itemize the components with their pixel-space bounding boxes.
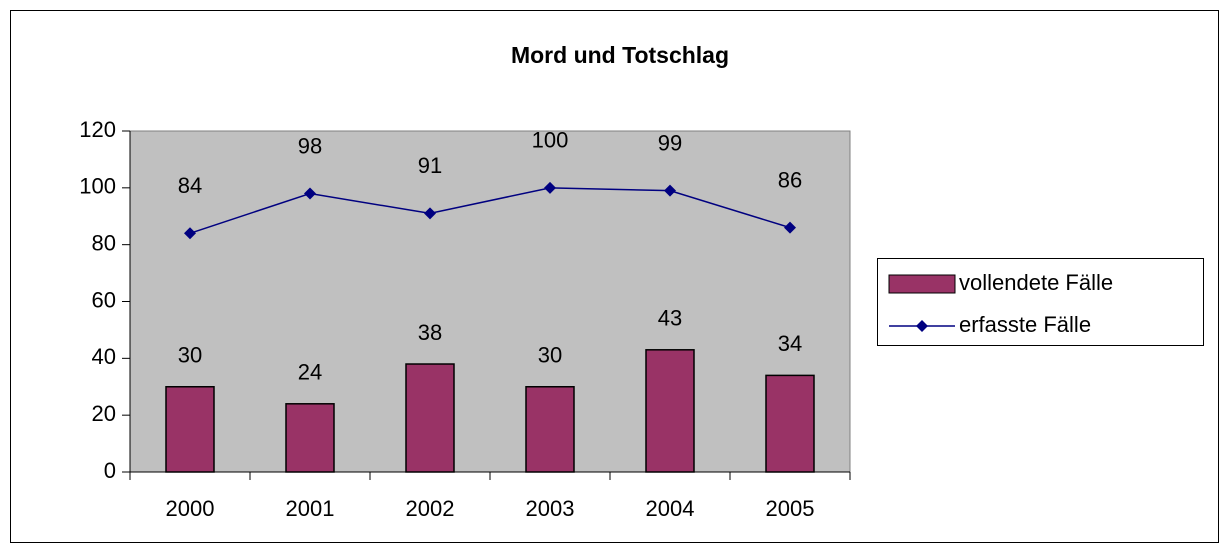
legend-box (877, 258, 1204, 346)
data-label: 34 (778, 331, 802, 356)
marker (304, 187, 316, 200)
data-label: 86 (778, 167, 802, 192)
y-tick-label: 0 (104, 458, 116, 483)
bar (405, 363, 455, 473)
legend-swatch (888, 274, 956, 294)
chart-title: Mord und Totschlag (511, 42, 729, 68)
y-tick-label: 120 (79, 117, 116, 142)
y-tick-label: 60 (92, 287, 116, 312)
marker (664, 184, 676, 197)
marker (424, 207, 436, 220)
data-label: 99 (658, 130, 682, 155)
x-tick-label: 2003 (526, 496, 575, 521)
data-label: 98 (298, 133, 322, 158)
marker (184, 227, 196, 240)
legend-label: erfasste Fälle (959, 312, 1091, 337)
line (189, 187, 791, 235)
data-label: 43 (658, 306, 682, 331)
data-label: 24 (298, 360, 322, 385)
bar (285, 403, 335, 473)
y-tick-label: 100 (79, 174, 116, 199)
data-label: 91 (418, 153, 442, 178)
bar (165, 386, 215, 473)
legend-label: vollendete Fälle (959, 270, 1113, 295)
bar (765, 374, 815, 473)
plot-area (129, 130, 851, 473)
x-tick-label: 2001 (286, 496, 335, 521)
bar (645, 349, 695, 473)
data-label: 38 (418, 320, 442, 345)
bar (525, 386, 575, 473)
y-tick-label: 20 (92, 401, 116, 426)
data-label: 100 (532, 128, 569, 153)
data-label: 30 (538, 343, 562, 368)
x-tick-label: 2002 (406, 496, 455, 521)
x-tick-label: 2000 (166, 496, 215, 521)
y-tick-label: 80 (92, 230, 116, 255)
marker (544, 181, 556, 194)
x-tick-label: 2005 (766, 496, 815, 521)
marker (784, 221, 796, 234)
y-tick-label: 40 (92, 344, 116, 369)
data-label: 84 (178, 173, 202, 198)
legend-marker (916, 320, 928, 332)
x-tick-label: 2004 (646, 496, 695, 521)
data-label: 30 (178, 343, 202, 368)
